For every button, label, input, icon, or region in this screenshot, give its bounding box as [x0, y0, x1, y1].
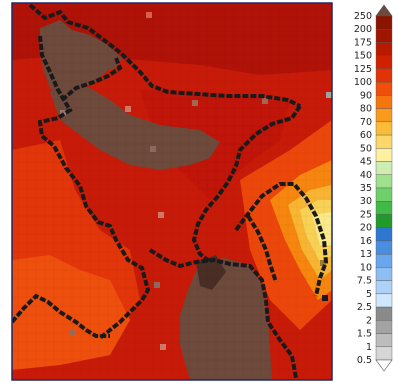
colorbar-tick-label: 13 — [360, 249, 372, 260]
colorbar-tick-label: 5 — [366, 289, 372, 300]
colorbar-tick-label: 50 — [360, 143, 372, 154]
colorbar-swatch — [375, 55, 393, 70]
colorbar-swatch — [375, 253, 393, 268]
colorbar-swatch — [375, 95, 393, 109]
colorbar-tick-label: 125 — [354, 64, 372, 75]
colorbar-tick-label: 0.5 — [357, 355, 372, 366]
colorbar-tick-label: 60 — [360, 130, 372, 141]
colorbar-tick-label: 1.5 — [357, 329, 372, 340]
colorbar-tick-label: 2.5 — [357, 302, 372, 313]
colorbar-tick-label: 25 — [360, 209, 372, 220]
colorbar-swatch — [375, 306, 393, 321]
colorbar-tick-label: 250 — [354, 11, 372, 22]
colorbar-top-arrow — [375, 4, 393, 17]
colorbar-swatch — [375, 187, 393, 202]
map-frame — [11, 2, 333, 381]
colorbar-swatch — [375, 81, 393, 96]
boundary-central — [191, 104, 302, 264]
colorbar-swatch — [375, 174, 393, 189]
boundary-lines — [12, 3, 329, 379]
colorbar-tick-label: 20 — [360, 223, 372, 234]
colorbar-tick-label: 16 — [360, 236, 372, 247]
colorbar-tick-label: 100 — [354, 77, 372, 88]
colorbar-tick-label: 150 — [354, 51, 372, 62]
colorbar-tick-label: 45 — [360, 157, 372, 168]
colorbar-swatch — [375, 42, 393, 56]
colorbar-tick-label: 10 — [360, 262, 372, 273]
colorbar-swatch — [375, 68, 393, 83]
colorbar-swatch — [375, 280, 393, 295]
colorbar-tick-label: 80 — [360, 104, 372, 115]
colorbar-swatch — [375, 227, 393, 242]
colorbar-swatch — [375, 161, 393, 175]
colorbar-swatch — [375, 121, 393, 136]
colorbar-tick-label: 90 — [360, 90, 372, 101]
colorbar-swatch — [375, 15, 393, 30]
boundary-east-inner — [246, 214, 278, 283]
boundary-northwest — [60, 57, 123, 102]
colorbar-swatch — [375, 267, 393, 281]
colorbar-swatch — [375, 29, 393, 43]
colorbar-tick-label: 2 — [366, 315, 372, 326]
colorbar-tick-label: 7.5 — [357, 276, 372, 287]
colorbar-swatch — [375, 293, 393, 308]
colorbar-tick-label: 200 — [354, 24, 372, 35]
colorbar-tick-label: 175 — [354, 37, 372, 48]
colorbar-swatch — [375, 148, 393, 162]
colorbar-tick-label: 1 — [366, 342, 372, 353]
boundary-southwest — [12, 293, 110, 338]
colorbar-swatch — [375, 346, 393, 361]
colorbar-swatch — [375, 214, 393, 228]
boundary-south — [148, 248, 298, 379]
colorbar-tick-label: 40 — [360, 170, 372, 181]
colorbar-tick-label: 35 — [360, 183, 372, 194]
colorbar-tick-label: 70 — [360, 117, 372, 128]
colorbar-swatch — [375, 320, 393, 334]
colorbar-swatch — [375, 201, 393, 215]
boundary-east — [234, 182, 329, 297]
colorbar-tick-label: 30 — [360, 196, 372, 207]
colorbar-swatch — [375, 240, 393, 255]
colorbar-bottom-arrow — [375, 359, 393, 372]
colorbar-swatch — [375, 333, 393, 347]
pixel-grid — [12, 3, 332, 380]
boundary-west — [37, 35, 151, 340]
boundary-north — [28, 3, 301, 108]
colorbar-swatch — [375, 108, 393, 123]
colorbar-swatch — [375, 134, 393, 149]
